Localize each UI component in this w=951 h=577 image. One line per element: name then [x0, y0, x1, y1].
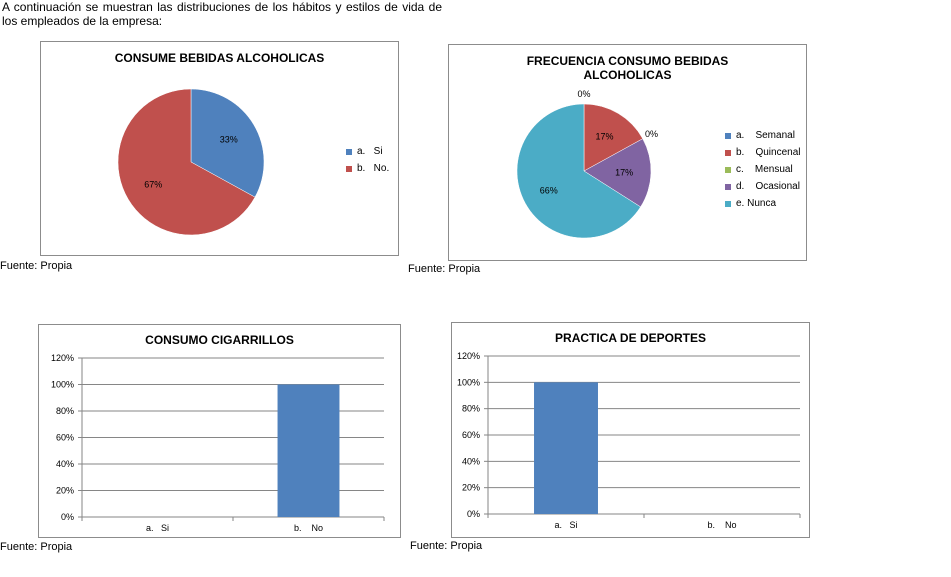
- legend-item: c. Mensual: [725, 164, 800, 181]
- pie-slice: [583, 103, 644, 172]
- bar-chart-svg: 0% 20% 40% 60% 80% 100% 120% a. Si b. No: [51, 353, 385, 533]
- chart-title: PRACTICA DE DEPORTES: [555, 331, 706, 345]
- data-label: 66%: [540, 185, 558, 195]
- data-label: 67%: [144, 179, 162, 189]
- legend-label: a. Semanal: [736, 130, 795, 141]
- pie-slice: [117, 88, 256, 236]
- source-note: Fuente: Propia: [410, 540, 483, 552]
- source-note: Fuente: Propia: [408, 263, 481, 275]
- y-tick-label: 60%: [462, 430, 480, 440]
- chart-consumo-cigarrillos: CONSUMO CIGARRILLOS 0% 20% 40% 60% 80% 100% 12…: [38, 324, 401, 538]
- legend-label: b. No.: [357, 163, 390, 174]
- legend-item: e. Nunca: [725, 198, 800, 215]
- data-label: 17%: [595, 131, 613, 141]
- x-tick-label: b. No: [294, 523, 323, 533]
- legend-swatch: [346, 165, 352, 172]
- bar: [277, 384, 340, 517]
- source-note: Fuente: Propia: [0, 260, 73, 272]
- source-note: Fuente: Propia: [0, 541, 73, 553]
- y-tick-label: 120%: [51, 353, 74, 363]
- pie-chart-svg: 0% 17% 0% 17% 66%: [516, 89, 658, 239]
- legend-swatch: [346, 148, 352, 155]
- y-tick-label: 0%: [467, 509, 480, 519]
- pie-slice: [190, 88, 265, 198]
- y-tick-label: 20%: [462, 483, 480, 493]
- y-tick-label: 80%: [56, 406, 74, 416]
- chart-legend: a. Semanal b. Quincenal c. Mensual d. Ocasi…: [725, 130, 800, 215]
- y-tick-label: 60%: [56, 433, 74, 443]
- x-tick-label: a. Si: [146, 523, 169, 533]
- y-tick-label: 0%: [61, 512, 74, 522]
- chart-practica-deportes: PRACTICA DE DEPORTES 0% 20% 40% 60% 80% 100% 1…: [451, 322, 810, 538]
- legend-swatch: [725, 149, 731, 156]
- y-tick-label: 100%: [457, 377, 480, 387]
- pie-slice: [583, 138, 652, 208]
- data-label: 0%: [645, 129, 658, 139]
- data-label: 17%: [615, 167, 633, 177]
- legend-label: e. Nunca: [736, 198, 777, 209]
- legend-item: b. Quincenal: [725, 147, 800, 164]
- legend-item: d. Ocasional: [725, 181, 800, 198]
- legend-label: b. Quincenal: [736, 147, 801, 158]
- legend-label: c. Mensual: [736, 164, 793, 175]
- y-tick-label: 80%: [462, 404, 480, 414]
- x-tick-label: b. No: [707, 520, 736, 530]
- bar: [534, 382, 598, 514]
- y-tick-label: 120%: [457, 351, 480, 361]
- data-label: 0%: [577, 89, 590, 99]
- chart-consume-bebidas: CONSUME BEBIDAS ALCOHOLICAS 33% 67% a. Si…: [40, 41, 399, 256]
- legend-item: b. No.: [346, 163, 389, 180]
- bar-chart-svg: 0% 20% 40% 60% 80% 100% 120% a. Si b. No: [457, 351, 801, 530]
- legend-label: d. Ocasional: [736, 181, 800, 192]
- pie-chart-svg: 33% 67%: [117, 88, 265, 236]
- pie-slice: [516, 103, 641, 239]
- intro-paragraph: A continuación se muestran las distribuc…: [2, 0, 442, 28]
- legend-swatch: [725, 132, 731, 139]
- chart-title: CONSUMO CIGARRILLOS: [145, 333, 294, 347]
- x-tick-label: a. Si: [554, 520, 577, 530]
- legend-swatch: [725, 166, 731, 173]
- y-tick-label: 40%: [56, 459, 74, 469]
- y-tick-label: 20%: [56, 486, 74, 496]
- chart-title: FRECUENCIA CONSUMO BEBIDAS ALCOHOLICAS: [526, 54, 729, 82]
- chart-title: CONSUME BEBIDAS ALCOHOLICAS: [114, 51, 325, 65]
- legend-item: a. Si: [346, 146, 389, 163]
- chart-legend: a. Si b. No.: [346, 146, 389, 180]
- data-label: 33%: [220, 135, 238, 145]
- legend-swatch: [725, 200, 731, 207]
- legend-label: a. Si: [357, 146, 383, 157]
- legend-item: a. Semanal: [725, 130, 800, 147]
- y-tick-label: 40%: [462, 456, 480, 466]
- legend-swatch: [725, 183, 731, 190]
- y-tick-label: 100%: [51, 380, 74, 390]
- chart-frecuencia-consumo: FRECUENCIA CONSUMO BEBIDAS ALCOHOLICAS 0…: [448, 44, 807, 261]
